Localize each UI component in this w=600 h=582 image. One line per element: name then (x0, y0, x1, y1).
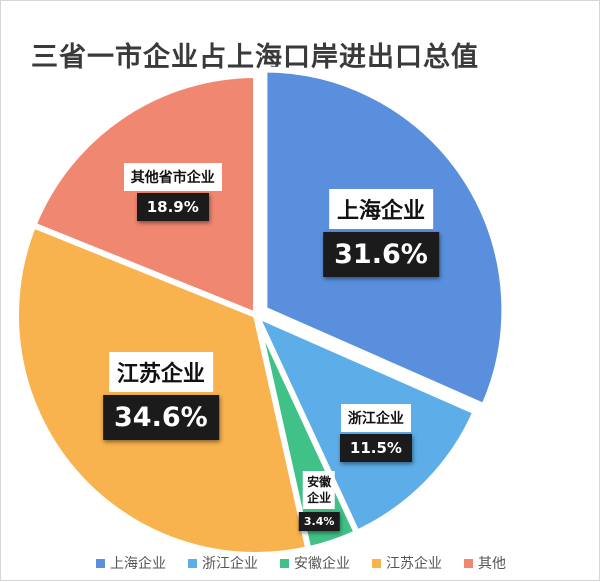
legend-label: 其他 (478, 556, 506, 572)
legend-item: 安徽企业 (280, 553, 350, 573)
slice-name-label: 其他省市企业 (123, 162, 222, 191)
legend-swatch (372, 558, 381, 568)
slice-name-label: 江苏企业 (108, 351, 213, 392)
slice-name-label: 安徽 企业 (303, 471, 336, 510)
legend-swatch (188, 558, 197, 568)
legend-item: 上海企业 (96, 553, 166, 573)
slice-label-3: 安徽 企业 3.4% (298, 471, 340, 532)
legend-label: 安徽企业 (294, 556, 350, 572)
legend-swatch (96, 558, 105, 568)
legend-swatch (464, 558, 473, 568)
slice-percent-label: 18.9% (136, 192, 209, 221)
slice-percent-label: 34.6% (103, 394, 219, 440)
slice-label-5: 其他省市企业 18.9% (123, 162, 222, 221)
legend: 上海企业 浙江企业 安徽企业 江苏企业 其他 (1, 553, 600, 573)
legend-item: 其他 (464, 553, 506, 573)
legend-label: 江苏企业 (386, 556, 442, 572)
slice-label-2: 浙江企业 11.5% (339, 403, 412, 462)
legend-item: 浙江企业 (188, 553, 258, 573)
chart-title: 三省一市企业占上海口岸进出口总值 (31, 42, 479, 73)
slice-percent-label: 3.4% (298, 512, 340, 532)
slice-label-4: 江苏企业 34.6% (103, 351, 219, 440)
slice-label-1: 上海企业 31.6% (323, 189, 439, 278)
slice-name-label: 上海企业 (328, 189, 433, 230)
legend-label: 浙江企业 (202, 556, 258, 572)
slice-percent-label: 31.6% (323, 232, 439, 278)
legend-item: 江苏企业 (372, 553, 442, 573)
legend-label: 上海企业 (110, 556, 166, 572)
slice-name-label: 浙江企业 (340, 403, 411, 432)
legend-swatch (280, 558, 289, 568)
slice-percent-label: 11.5% (339, 433, 412, 462)
